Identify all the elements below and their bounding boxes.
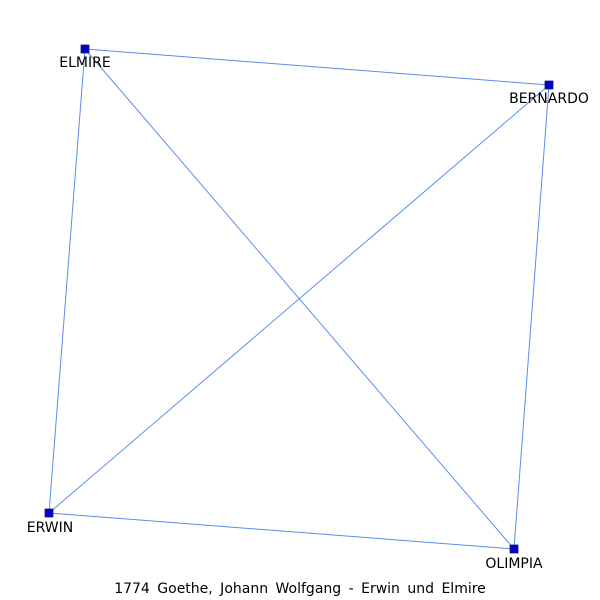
edge-elmire-erwin — [48, 48, 86, 514]
node-bernardo — [544, 80, 554, 90]
edge-bernardo-olimpia — [513, 84, 550, 550]
graph-caption: 1774 Goethe, Johann Wolfgang - Erwin und… — [114, 581, 486, 597]
node-label-olimpia: OLIMPIA — [485, 556, 543, 572]
node-label-bernardo: BERNARDO — [509, 91, 589, 107]
edge-bernardo-erwin — [48, 84, 550, 514]
node-olimpia — [509, 544, 519, 554]
nodes-layer: ELMIRE BERNARDO ERWIN OLIMPIA — [27, 44, 589, 572]
edges-layer — [48, 48, 550, 550]
node-erwin — [44, 508, 54, 518]
node-label-elmire: ELMIRE — [59, 55, 110, 71]
edge-erwin-olimpia — [48, 512, 515, 550]
node-elmire — [80, 44, 90, 54]
node-label-erwin: ERWIN — [27, 520, 73, 536]
edge-elmire-bernardo — [84, 48, 550, 86]
